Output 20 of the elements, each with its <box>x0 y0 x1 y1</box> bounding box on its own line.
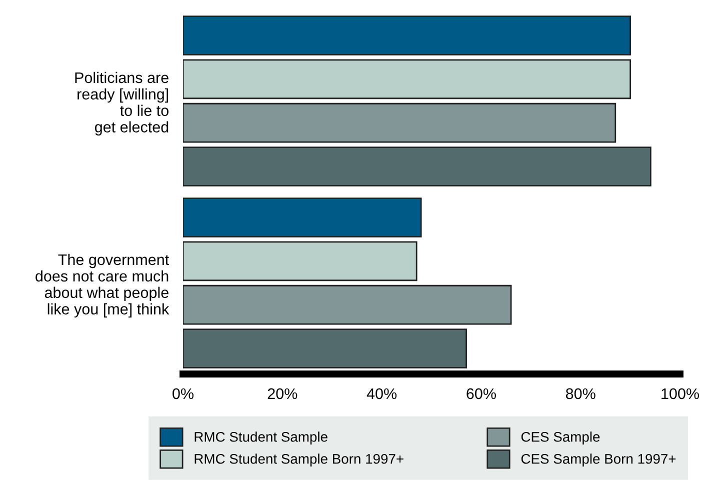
bar <box>183 102 616 143</box>
y-tick-label: The government does not care much about what people like you [me] think <box>36 254 170 318</box>
bar <box>183 241 418 282</box>
bar <box>183 198 422 238</box>
x-tick-label: 80% <box>566 388 596 400</box>
x-tick-label: 60% <box>466 388 496 400</box>
legend-label: CES Sample Born 1997+ <box>521 454 676 467</box>
y-tick-label: Politicians are ready [willing] to lie to get elected <box>75 72 168 136</box>
bar <box>183 328 467 368</box>
legend-label: RMC Student Sample <box>194 432 328 445</box>
x-tick-label: 0% <box>172 388 194 400</box>
x-tick-label: 40% <box>366 388 397 400</box>
legend-label: CES Sample <box>521 432 600 445</box>
bar <box>183 284 512 325</box>
bar <box>183 146 652 186</box>
x-tick-label: 20% <box>268 388 298 400</box>
legend-label: RMC Student Sample Born 1997+ <box>194 454 404 467</box>
bar <box>183 59 631 100</box>
bar <box>183 16 631 56</box>
x-tick-label: 100% <box>662 388 699 400</box>
